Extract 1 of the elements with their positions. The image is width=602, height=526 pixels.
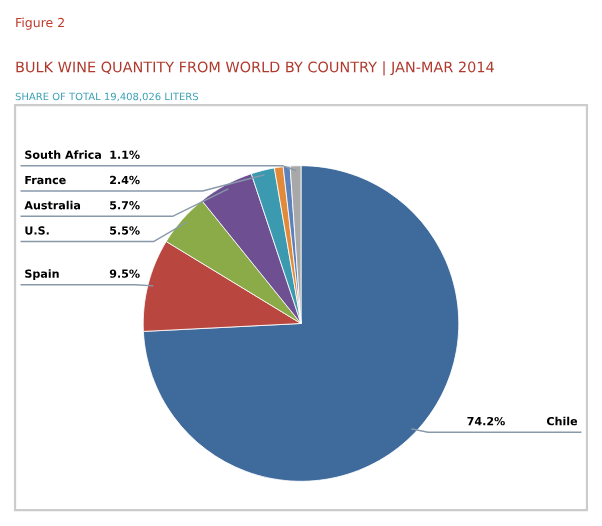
pie-slice: [142, 165, 460, 482]
